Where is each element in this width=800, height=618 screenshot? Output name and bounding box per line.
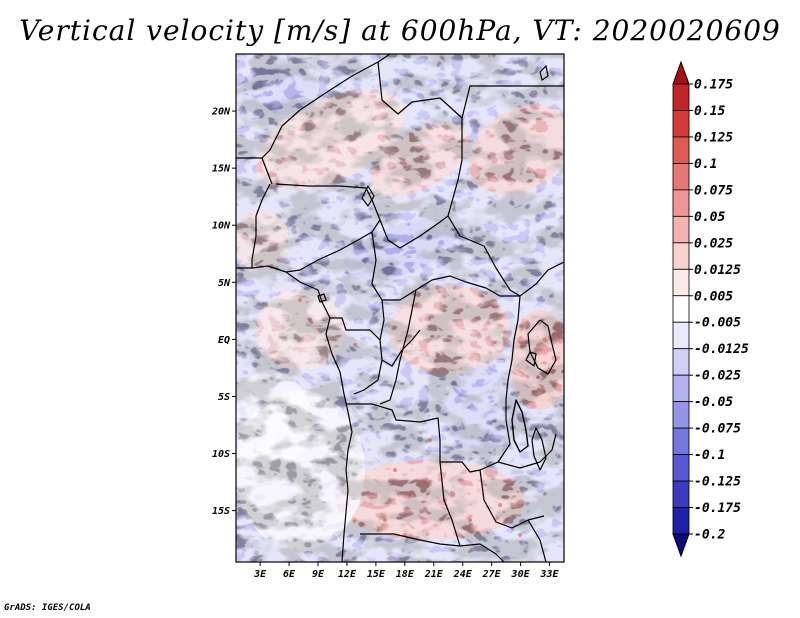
colorbar-label: -0.125 [694,475,741,490]
colorbar-box [672,215,690,244]
colorbar-bottom-arrow [672,533,690,558]
lat-tick-label: EQ [218,335,230,346]
lon-tick-label: 3E [253,569,267,580]
grads-credit: GrADS: IGES/COLA [4,603,91,613]
colorbar-label: 0.175 [694,78,733,93]
colorbar-box [672,163,690,191]
colorbar-label: -0.075 [694,422,741,437]
map-frame [235,53,565,563]
colorbar-label: 0.005 [694,289,733,304]
colorbar-box [672,480,690,508]
colorbar-box [672,348,690,376]
lon-tick-label: 15E [367,569,386,580]
colorbar-box [672,401,690,429]
colorbar-label: -0.1 [694,448,725,463]
colorbar-box [672,454,690,482]
colorbar-label: 0.05 [694,210,725,225]
lat-tick-label: 20N [211,107,231,118]
colorbar-box [672,110,690,138]
colorbar-box [672,374,690,403]
colorbar-label: -0.2 [694,528,725,543]
colorbar-label: -0.175 [694,501,741,516]
lat-tick-label: 15S [212,506,230,517]
lat-tick-label: 5S [218,392,230,403]
colorbar-box [672,83,690,111]
colorbar-box [672,295,690,323]
colorbar-label: 0.125 [694,130,733,145]
lat-tick-label: 10N [212,221,231,232]
colorbar-box [672,136,690,164]
colorbar-box [672,321,690,350]
latitude-axis: 20N 15N 10N 5N EQ 5S 10S 15S [211,107,236,517]
map-title: Vertical velocity [m/s] at 600hPa, VT: 2… [19,14,781,47]
colorbar-label: -0.0125 [694,342,749,357]
lon-tick-label: 6E [283,569,296,580]
colorbar-box [672,242,690,270]
colorbar-box [672,268,690,297]
colorbar-label: 0.1 [694,157,717,172]
lon-tick-label: 9E [312,569,325,580]
lon-tick-label: 24E [453,569,473,580]
lon-tick-label: 12E [338,569,357,580]
colorbar-box [672,427,690,455]
country-borders [236,54,564,562]
lon-tick-label: 27E [482,569,502,580]
lon-tick-label: 30E [511,569,531,580]
colorbar-label: -0.05 [694,395,733,410]
lon-tick-label: 33E [539,569,559,580]
lat-tick-label: 10S [212,449,230,460]
colorbar-label: -0.025 [694,369,741,384]
lon-tick-label: 21E [424,569,444,580]
colorbar-label: 0.0125 [694,263,741,278]
colorbar: 0.175 0.15 0.125 0.1 0.075 0.05 0.025 0.0125 0.0… [672,60,749,558]
colorbar-label: 0.075 [694,183,733,198]
lon-tick-label: 18E [396,569,415,580]
colorbar-top-arrow [672,60,690,85]
colorbar-label: 0.025 [694,236,733,251]
velocity-field [236,54,564,562]
colorbar-label: 0.15 [694,104,725,119]
longitude-axis: 3E 6E 9E 12E 15E 18E 21E 24E 27E 30E 33E [253,562,560,580]
colorbar-label: -0.005 [694,316,741,331]
lat-tick-label: 5N [218,278,231,289]
colorbar-box [672,189,690,217]
colorbar-box [672,507,690,535]
lat-tick-label: 15N [212,164,231,175]
